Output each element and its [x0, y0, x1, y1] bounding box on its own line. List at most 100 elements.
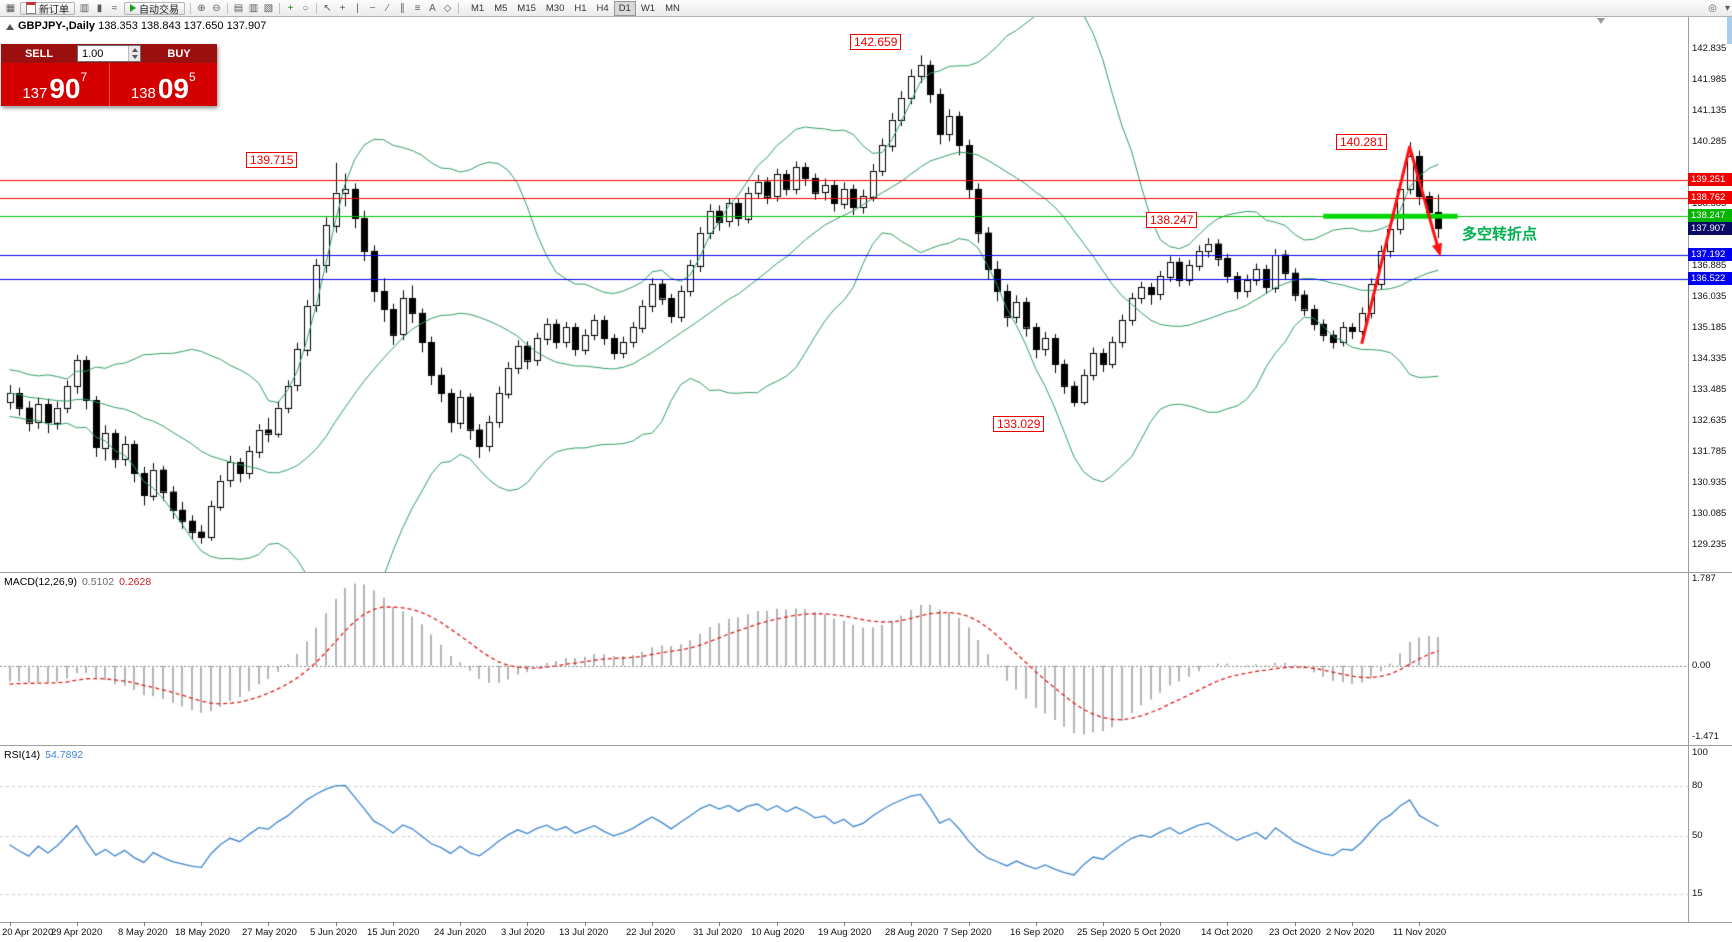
period-clock-icon[interactable]: ○ — [302, 2, 309, 14]
date-axis-label: 19 Aug 2020 — [818, 927, 872, 938]
volume-down-button[interactable] — [129, 53, 140, 61]
price-scale-tick: 141.985 — [1692, 74, 1727, 85]
rsi-scale-tick: 100 — [1692, 747, 1708, 758]
buy-price-big: 09 — [157, 73, 189, 105]
new-order-button[interactable]: 新订单 — [20, 1, 75, 16]
buy-price-small: 138 — [130, 85, 156, 102]
timeframe-d1[interactable]: D1 — [613, 0, 636, 16]
date-axis-label: 31 Jul 2020 — [693, 927, 743, 938]
volume-input[interactable] — [78, 46, 128, 61]
date-axis-label: 2 Nov 2020 — [1326, 927, 1375, 938]
one-click-collapse-arrow[interactable] — [6, 24, 14, 30]
vertical-scrollbar[interactable] — [1727, 17, 1732, 44]
date-axis-label: 25 Sep 2020 — [1077, 927, 1131, 938]
rsi-scale-tick: 80 — [1692, 780, 1703, 792]
timeframe-h4[interactable]: H4 — [596, 2, 609, 14]
sell-price-big: 90 — [49, 73, 81, 105]
timeframe-m30[interactable]: M30 — [545, 2, 565, 14]
cascade-windows-icon[interactable]: ▧ — [263, 2, 274, 14]
date-axis-label: 7 Sep 2020 — [943, 927, 992, 938]
charts-window-icon[interactable]: ▦ — [5, 2, 16, 14]
timeframe-mn[interactable]: MN — [665, 2, 680, 14]
date-axis-tick — [1295, 922, 1296, 926]
chart-symbol-period: GBPJPY-,Daily — [18, 20, 96, 32]
pointer-tool-icon[interactable]: ↖ — [323, 2, 332, 14]
shapes-tool-icon[interactable]: ◇ — [443, 2, 452, 14]
rsi-scale-tick: 15 — [1692, 888, 1703, 900]
panel-separator[interactable] — [0, 572, 1732, 573]
text-tool-icon[interactable]: A — [429, 2, 436, 14]
date-axis-label: 3 Jul 2020 — [501, 927, 545, 938]
spinner-up-icon — [131, 47, 138, 52]
price-scale-tick: 132.635 — [1692, 415, 1727, 426]
date-axis-label: 16 Sep 2020 — [1010, 927, 1064, 938]
trendline-tool-icon[interactable]: ∕ — [386, 2, 389, 14]
buy-price-button[interactable]: 138 09 5 — [110, 63, 218, 106]
buy-button[interactable]: BUY — [167, 47, 191, 60]
zoom-in-icon[interactable]: ⊕ — [197, 2, 206, 14]
date-axis-tick — [268, 922, 269, 926]
toolbar-group-left: ▦ — [3, 1, 18, 15]
sell-button[interactable]: SELL — [24, 47, 54, 60]
macd-scale-tick: -1.471 — [1692, 731, 1719, 743]
volume-up-button[interactable] — [129, 46, 140, 54]
price-scale-tick: 134.335 — [1692, 353, 1727, 364]
toolbar-separator — [227, 2, 228, 14]
macd-indicator-chart[interactable] — [0, 573, 1688, 745]
pivot-note-text: 多空转折点 — [1462, 226, 1538, 243]
one-click-trading-widget: SELL BUY 137 90 7 138 09 5 — [1, 44, 217, 106]
fibonacci-tool-icon[interactable]: ≡ — [414, 2, 421, 14]
date-axis-tick — [777, 922, 778, 926]
chart-candlesticks-icon[interactable]: ▮ — [96, 2, 103, 14]
timeframe-m1[interactable]: M1 — [471, 2, 485, 14]
main-price-chart[interactable] — [0, 16, 1688, 572]
panel-separator[interactable] — [0, 745, 1732, 746]
tile-vertical-icon[interactable]: ▥ — [248, 2, 259, 14]
price-scale-highlight: 138.247 — [1688, 209, 1732, 223]
date-axis-label: 10 Aug 2020 — [751, 927, 805, 938]
search-icon[interactable]: ◎ — [1708, 2, 1717, 14]
toolbar-separator — [316, 2, 317, 14]
rsi-header: RSI(14) 54.7892 — [4, 749, 83, 761]
price-scale-tick: 135.185 — [1692, 322, 1727, 333]
date-axis-label: 22 Jul 2020 — [626, 927, 676, 938]
price-scale-highlight: 139.251 — [1688, 172, 1732, 186]
timeframe-h1[interactable]: H1 — [574, 2, 587, 14]
rsi-indicator-chart[interactable] — [0, 746, 1688, 922]
channel-tool-icon[interactable]: ∥ — [400, 2, 405, 14]
horizontal-line-tool-icon[interactable]: − — [369, 2, 376, 14]
date-axis-label: 5 Jun 2020 — [310, 927, 358, 938]
auto-trading-button[interactable]: 自动交易 — [124, 1, 185, 16]
date-axis-label: 14 Oct 2020 — [1201, 927, 1253, 938]
timeframe-m5[interactable]: M5 — [494, 2, 508, 14]
vertical-line-tool-icon[interactable]: | — [356, 2, 359, 14]
date-axis-label: 28 Aug 2020 — [885, 927, 939, 938]
crosshair-tool-icon[interactable]: + — [339, 2, 346, 14]
date-axis-label: 5 Oct 2020 — [1134, 927, 1181, 938]
chart-line-icon[interactable]: ≈ — [111, 2, 118, 14]
spinner-down-icon — [131, 55, 138, 60]
timeframe-w1[interactable]: W1 — [640, 2, 656, 14]
rsi-value: 54.7892 — [45, 749, 84, 761]
more-dropdown-icon[interactable]: ▾ — [1724, 2, 1731, 14]
price-scale-tick: 142.835 — [1692, 43, 1727, 54]
date-axis-label: 18 May 2020 — [175, 927, 230, 938]
date-axis-label: 13 Jul 2020 — [559, 927, 609, 938]
date-axis-tick — [460, 922, 461, 926]
chart-title: GBPJPY-,Daily 138.353 138.843 137.650 13… — [18, 20, 266, 32]
sell-price-sup: 7 — [80, 70, 88, 84]
zoom-out-icon[interactable]: ⊖ — [212, 2, 221, 14]
sell-price-button[interactable]: 137 90 7 — [1, 63, 110, 106]
date-axis-tick — [77, 922, 78, 926]
sell-price-small: 137 — [22, 85, 48, 102]
date-axis-tick — [585, 922, 586, 926]
chart-shift-marker[interactable] — [1597, 18, 1605, 24]
date-axis-tick — [719, 922, 720, 926]
macd-name: MACD(12,26,9) — [4, 576, 77, 588]
chart-bars-icon[interactable]: ▥ — [79, 2, 90, 14]
tile-windows-icon[interactable]: ▤ — [233, 2, 244, 14]
date-axis-tick — [1352, 922, 1353, 926]
timeframe-m15[interactable]: M15 — [517, 2, 536, 14]
indicators-icon[interactable]: + — [287, 2, 294, 14]
price-scale-tick: 133.485 — [1692, 384, 1727, 395]
